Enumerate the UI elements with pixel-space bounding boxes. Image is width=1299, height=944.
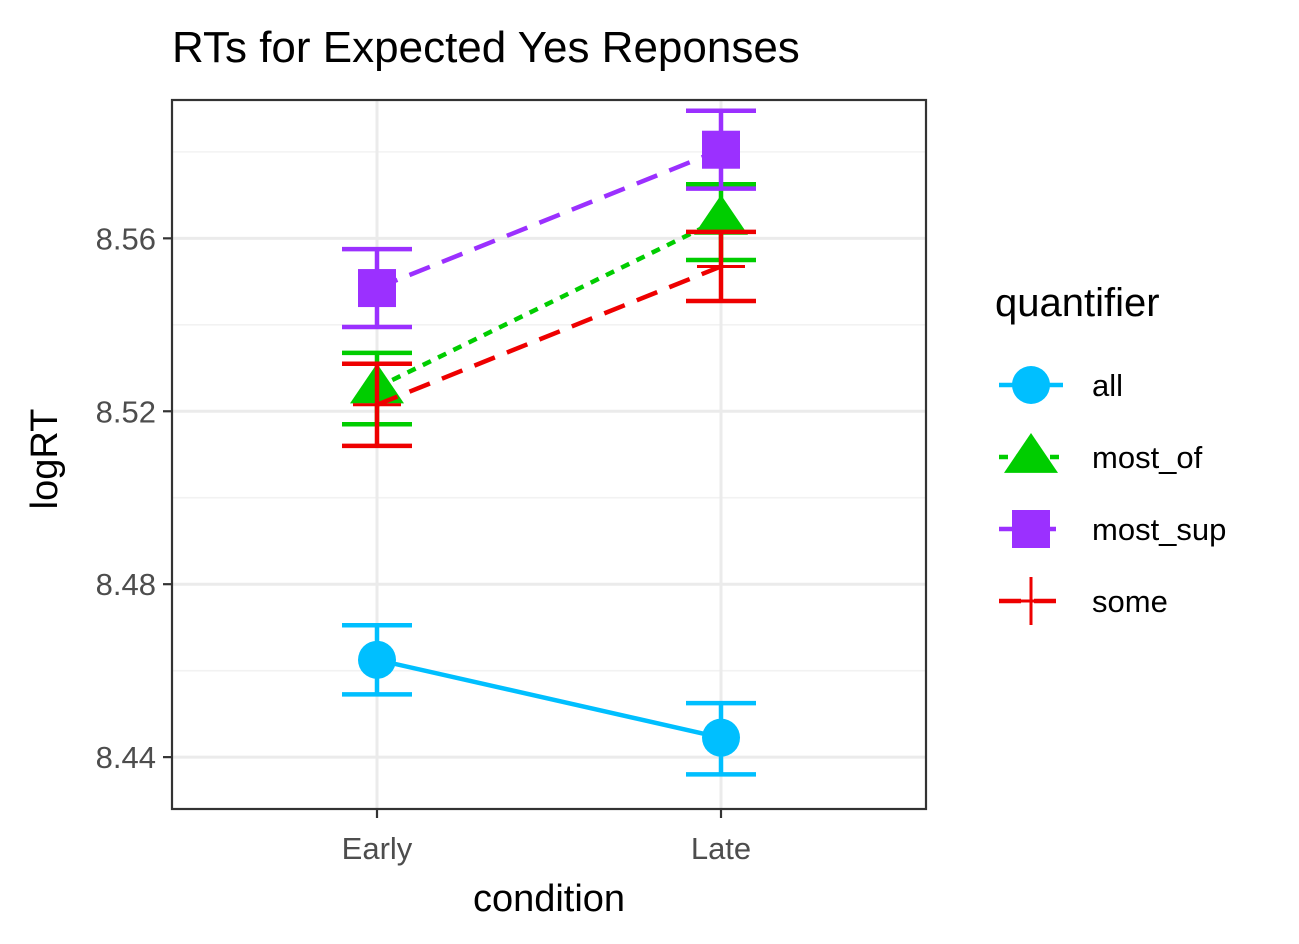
series-most_sup	[342, 108, 756, 330]
series-line-most_of	[376, 216, 722, 390]
legend-key-some	[999, 577, 1063, 625]
y-tick-label: 8.48	[96, 567, 156, 602]
legend-title: quantifier	[995, 281, 1160, 325]
legend-item-some: some	[999, 577, 1168, 625]
axes: 8.44 8.48 8.52 8.56 Early Late	[96, 221, 752, 866]
plot-border	[170, 98, 928, 811]
x-tick-label: Late	[691, 831, 751, 866]
point-all	[702, 718, 740, 757]
point-all	[358, 640, 396, 679]
y-tick-label: 8.52	[96, 394, 156, 429]
legend-label-some: some	[1092, 584, 1168, 619]
legend-key-most_of	[999, 433, 1063, 473]
series-some	[342, 229, 756, 449]
series-line-most_sup	[376, 147, 722, 291]
series-all	[342, 623, 756, 777]
point-most_sup	[702, 130, 740, 169]
y-axis-title: logRT	[24, 409, 66, 510]
legend-item-most_sup: most_sup	[999, 510, 1226, 548]
series-line-some	[376, 264, 722, 407]
legend-label-all: all	[1092, 368, 1123, 403]
y-tick-label: 8.44	[96, 740, 156, 775]
legend-item-all: all	[999, 366, 1123, 404]
point-some	[697, 242, 745, 291]
series-line-all	[376, 657, 722, 740]
x-tick-label: Early	[342, 831, 413, 866]
legend-key-marker	[1012, 366, 1050, 404]
legend-key-marker	[1004, 433, 1058, 473]
x-axis-title: condition	[473, 878, 625, 920]
chart-title: RTs for Expected Yes Reponses	[172, 23, 800, 72]
legend-key-most_sup	[999, 510, 1063, 548]
legend-label-most_sup: most_sup	[1092, 512, 1226, 547]
point-most_sup	[358, 269, 396, 308]
point-some	[353, 380, 401, 429]
point-most_of	[694, 194, 748, 235]
plot-background	[172, 100, 926, 809]
legend-item-most_of: most_of	[999, 433, 1203, 475]
legend-key-all	[999, 366, 1063, 404]
series-layer	[342, 108, 756, 777]
legend-key-marker	[1007, 577, 1055, 625]
legend-key-marker	[1012, 510, 1050, 548]
y-tick-label: 8.56	[96, 221, 156, 256]
legend-label-most_of: most_of	[1092, 440, 1203, 475]
